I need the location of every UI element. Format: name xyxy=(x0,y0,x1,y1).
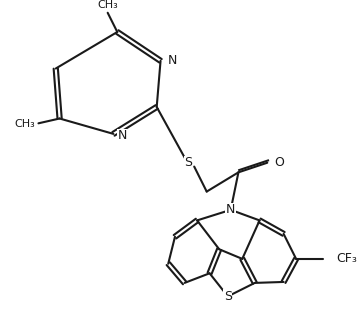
Text: CF₃: CF₃ xyxy=(337,252,357,266)
Text: N: N xyxy=(117,129,127,142)
Text: N: N xyxy=(226,203,236,216)
Text: S: S xyxy=(184,156,193,169)
Text: O: O xyxy=(274,156,284,169)
Text: N: N xyxy=(168,54,178,67)
Text: CH₃: CH₃ xyxy=(15,119,35,129)
Text: S: S xyxy=(224,290,232,303)
Text: CH₃: CH₃ xyxy=(97,0,118,10)
